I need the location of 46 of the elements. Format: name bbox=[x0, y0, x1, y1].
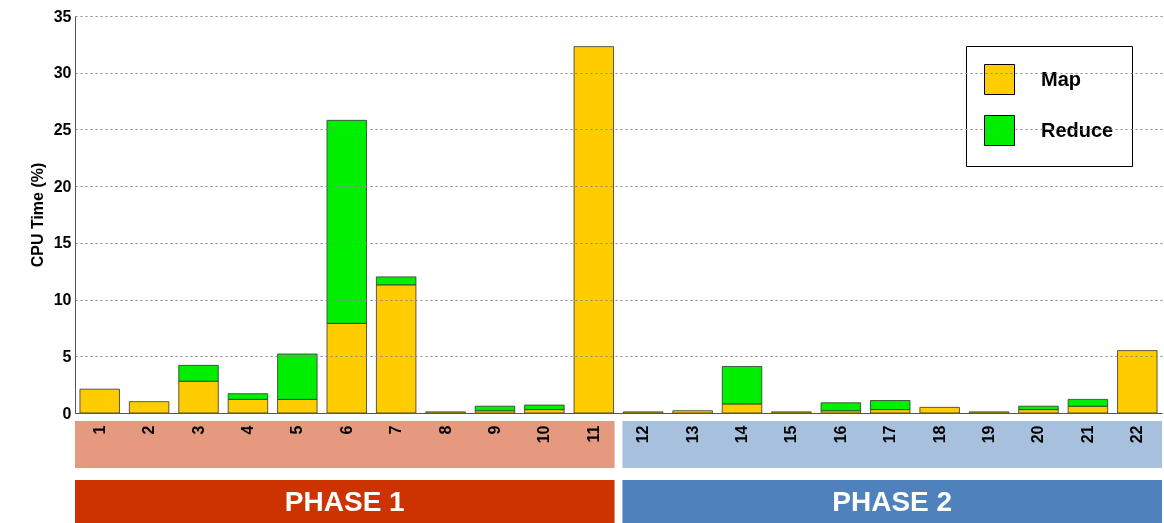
y-tick-label: 30 bbox=[53, 64, 72, 82]
bar bbox=[128, 401, 170, 414]
x-tick-label: 21 bbox=[1078, 425, 1096, 444]
text: PHASE 2 bbox=[832, 486, 953, 517]
y-tick-label: 5 bbox=[62, 347, 72, 365]
text: PHASE 1 bbox=[284, 486, 405, 517]
x-tick-label: 14 bbox=[733, 425, 751, 444]
legend-label: Reduce bbox=[1041, 118, 1114, 141]
y-axis-title: CPU Time (%) bbox=[28, 162, 46, 268]
x-tick-label: 22 bbox=[1128, 425, 1146, 444]
y-tick-label: 25 bbox=[53, 120, 72, 138]
x-tick-label: 15 bbox=[782, 425, 800, 444]
x-tick-label: 7 bbox=[387, 425, 405, 435]
x-tick-label: 11 bbox=[584, 425, 602, 443]
bar bbox=[672, 410, 713, 414]
x-tick-label: 16 bbox=[831, 425, 849, 444]
legend-label: Map bbox=[1041, 67, 1081, 90]
x-tick-label: 17 bbox=[881, 425, 899, 444]
y-tick-label: 10 bbox=[53, 291, 72, 309]
bar bbox=[820, 402, 861, 412]
x-tick-label: 20 bbox=[1029, 425, 1047, 444]
x-tick-label: 10 bbox=[535, 425, 553, 444]
x-tick-label: 8 bbox=[436, 425, 454, 435]
x-tick-label: 19 bbox=[980, 425, 998, 444]
x-tick-label: 2 bbox=[140, 425, 158, 435]
y-tick-label: 15 bbox=[53, 234, 72, 252]
bar bbox=[919, 406, 960, 414]
x-tick-label: 12 bbox=[634, 425, 652, 444]
y-tick-label: 0 bbox=[62, 404, 72, 422]
x-tick-label: 9 bbox=[485, 425, 503, 435]
bar bbox=[79, 388, 120, 414]
bar bbox=[474, 405, 516, 412]
x-tick-label: 3 bbox=[189, 425, 207, 435]
x-tick-label: 13 bbox=[683, 425, 701, 444]
bar bbox=[573, 46, 614, 414]
y-tick-label: 35 bbox=[53, 7, 72, 25]
bar bbox=[870, 400, 911, 410]
bar bbox=[524, 404, 565, 410]
bar bbox=[1018, 405, 1059, 410]
x-tick-label: 4 bbox=[238, 425, 256, 435]
x-tick-label: 1 bbox=[90, 425, 108, 435]
x-tick-label: 18 bbox=[930, 425, 948, 444]
x-tick-label: 5 bbox=[288, 425, 306, 435]
bar bbox=[1117, 350, 1158, 414]
x-tick-label: 6 bbox=[337, 425, 355, 435]
y-tick-label: 20 bbox=[53, 177, 72, 195]
